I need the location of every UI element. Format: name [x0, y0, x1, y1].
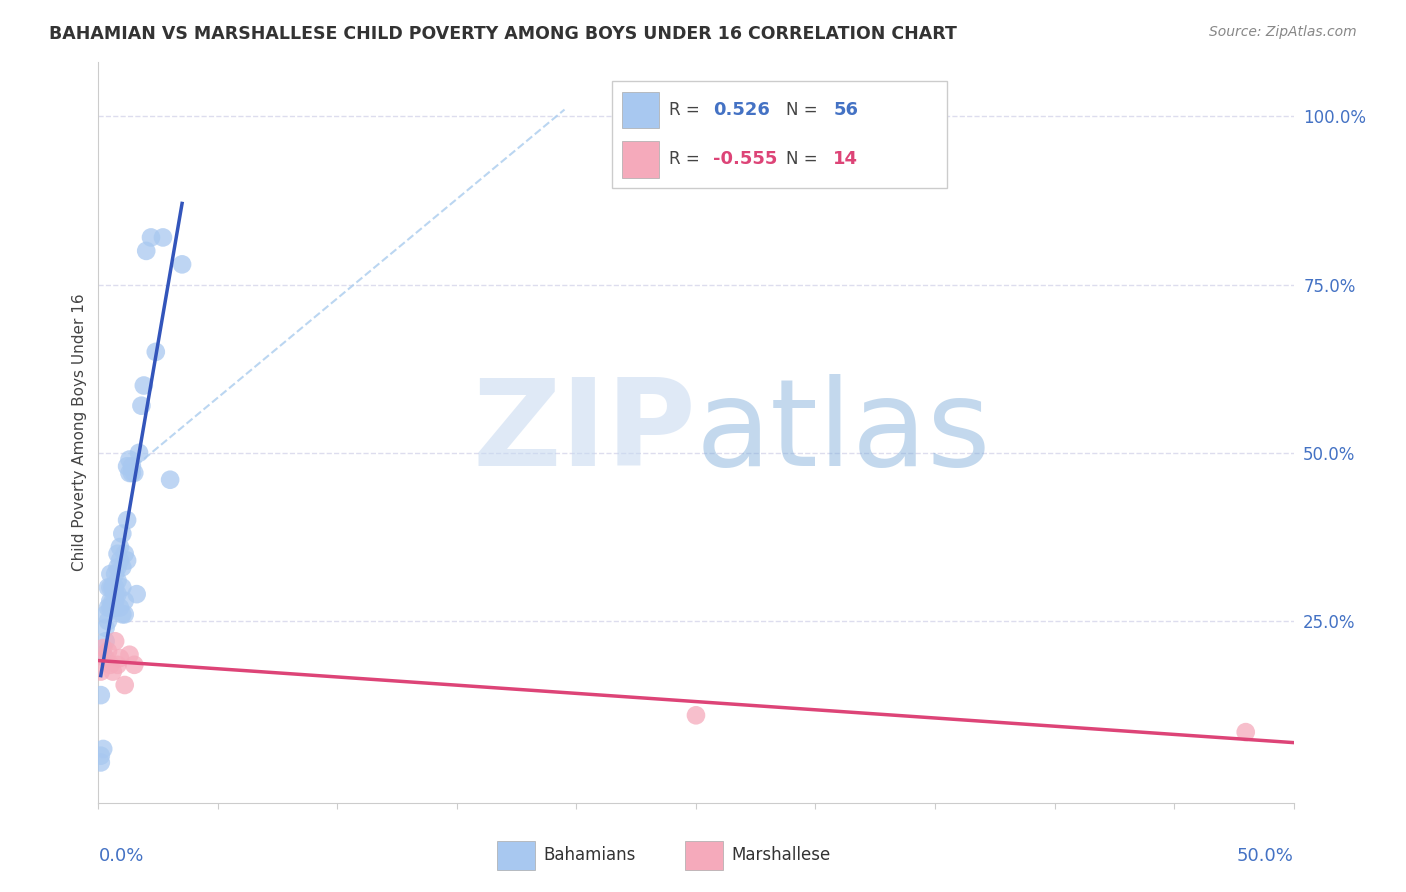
Point — [107, 574, 129, 588]
Point — [131, 399, 153, 413]
Point — [101, 600, 124, 615]
Point — [145, 344, 167, 359]
Point — [118, 466, 141, 480]
Point — [172, 257, 194, 271]
Point — [111, 560, 134, 574]
Point — [121, 459, 143, 474]
Point — [132, 378, 155, 392]
Point — [107, 560, 129, 574]
Point — [104, 600, 127, 615]
Text: 0.0%: 0.0% — [98, 847, 143, 865]
Point — [98, 594, 122, 608]
Point — [118, 452, 141, 467]
Point — [107, 657, 129, 672]
Point — [98, 657, 122, 672]
Point — [104, 566, 127, 581]
Point — [114, 607, 136, 622]
Point — [101, 581, 124, 595]
Text: Source: ZipAtlas.com: Source: ZipAtlas.com — [1209, 25, 1357, 39]
Text: ZIP: ZIP — [472, 374, 696, 491]
Text: atlas: atlas — [696, 374, 991, 491]
Point — [107, 547, 129, 561]
Point — [90, 665, 112, 679]
Point — [97, 644, 120, 658]
Point — [111, 526, 134, 541]
Text: BAHAMIAN VS MARSHALLESE CHILD POVERTY AMONG BOYS UNDER 16 CORRELATION CHART: BAHAMIAN VS MARSHALLESE CHILD POVERTY AM… — [49, 25, 957, 43]
Point — [159, 473, 181, 487]
Point — [91, 648, 114, 662]
Y-axis label: Child Poverty Among Boys Under 16: Child Poverty Among Boys Under 16 — [72, 293, 87, 572]
Point — [114, 594, 136, 608]
Point — [135, 244, 157, 258]
Point — [94, 607, 117, 622]
Point — [94, 621, 117, 635]
Point — [115, 553, 138, 567]
Point — [111, 607, 134, 622]
Point — [152, 230, 174, 244]
Text: 50.0%: 50.0% — [1237, 847, 1294, 865]
Point — [108, 600, 131, 615]
Point — [98, 581, 122, 595]
Point — [97, 614, 120, 628]
Point — [108, 553, 131, 567]
Point — [101, 665, 124, 679]
Point — [94, 634, 117, 648]
Point — [108, 540, 131, 554]
Point — [91, 742, 114, 756]
Point — [90, 688, 112, 702]
Point — [104, 634, 127, 648]
Point — [115, 513, 138, 527]
Point — [111, 581, 134, 595]
Point — [97, 600, 120, 615]
Point — [97, 581, 120, 595]
Point — [128, 446, 150, 460]
Point — [685, 708, 707, 723]
Point — [114, 547, 136, 561]
Point — [104, 587, 127, 601]
Point — [124, 466, 146, 480]
Point — [101, 594, 124, 608]
Point — [121, 466, 143, 480]
Point — [90, 756, 112, 770]
Point — [1234, 725, 1257, 739]
Point — [91, 640, 114, 655]
Point — [108, 651, 131, 665]
Point — [124, 657, 146, 672]
Point — [125, 587, 148, 601]
Point — [139, 230, 162, 244]
Point — [101, 581, 124, 595]
Point — [104, 594, 127, 608]
Point — [114, 678, 136, 692]
Point — [115, 459, 138, 474]
Point — [98, 566, 122, 581]
Point — [94, 651, 117, 665]
Point — [118, 648, 141, 662]
Point — [98, 600, 122, 615]
Point — [104, 581, 127, 595]
Point — [90, 748, 112, 763]
Point — [107, 587, 129, 601]
